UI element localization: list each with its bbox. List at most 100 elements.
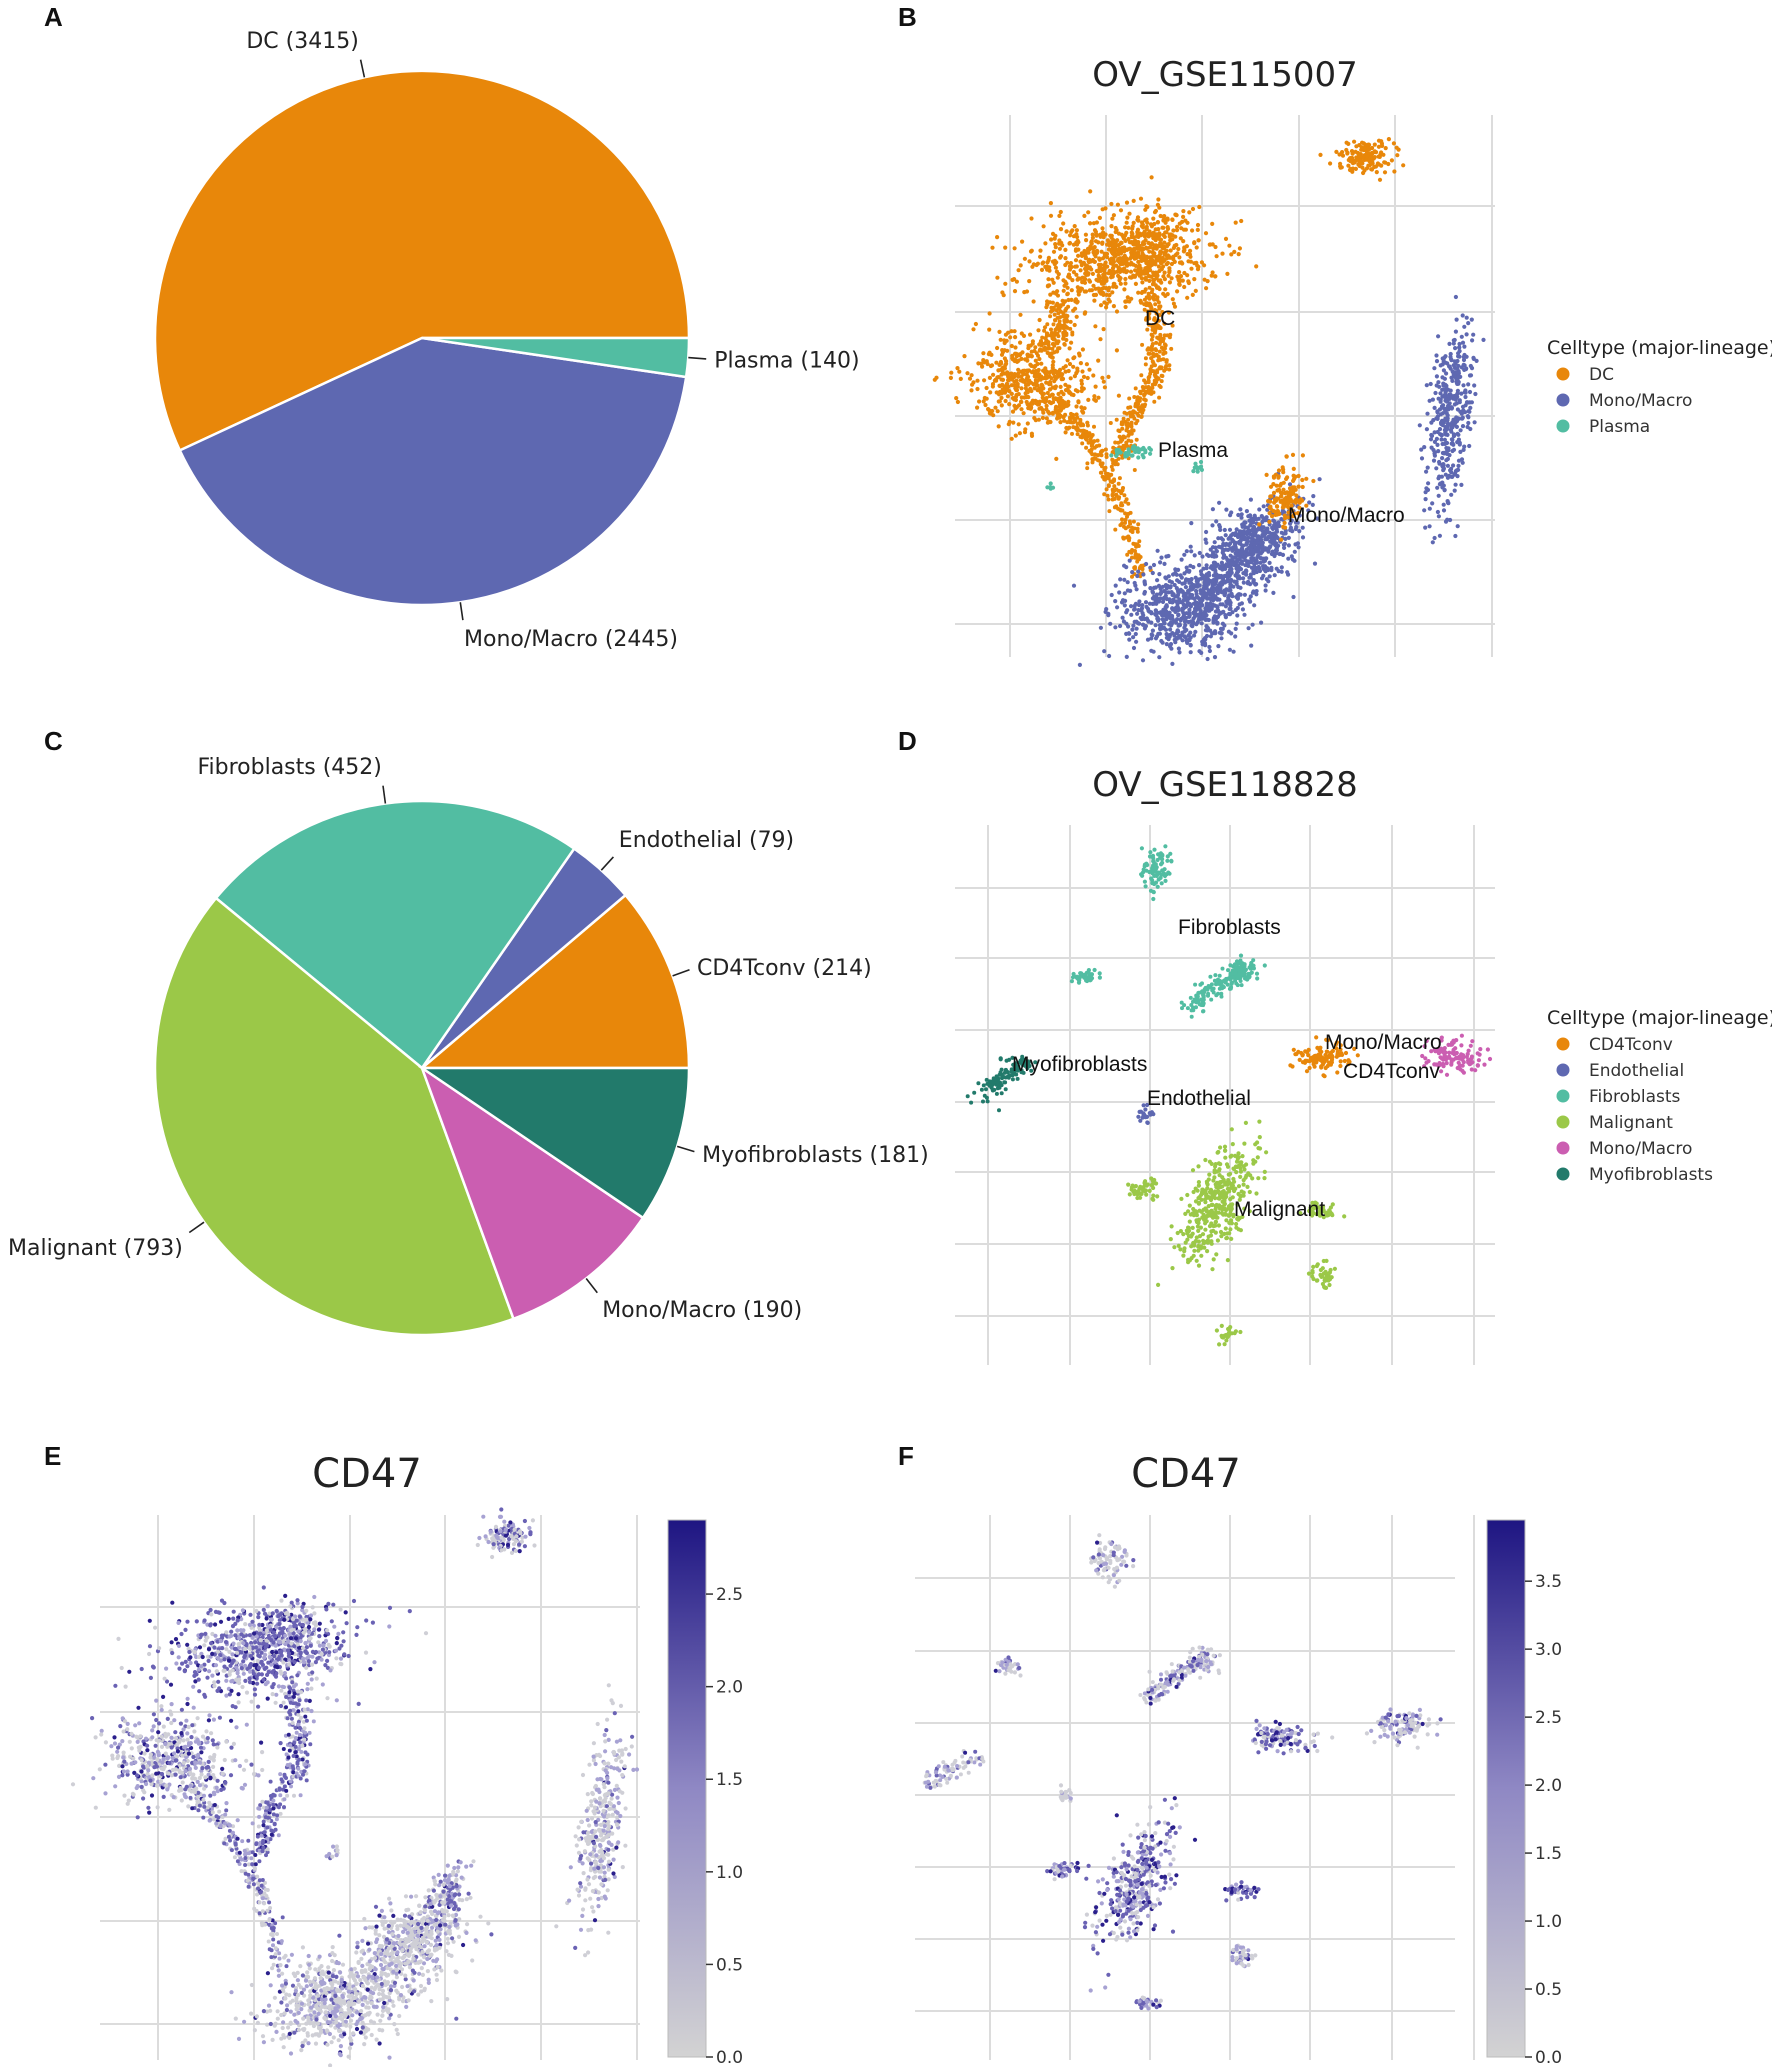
legend-b-marker-dc bbox=[1556, 367, 1570, 381]
umap-b-label-plasma: Plasma bbox=[1158, 439, 1228, 462]
pie-label-mono-macro: Mono/Macro (2445) bbox=[464, 627, 678, 652]
colorbar-e: 0.0 0.5 1.0 1.5 2.0 2.5 bbox=[667, 1519, 743, 2067]
umap-d-label-endothelial: Endothelial bbox=[1147, 1087, 1251, 1110]
pie-leader-malignant bbox=[188, 1221, 205, 1234]
pie-slice-mono-macro bbox=[419, 1064, 645, 1321]
umap-d: OV_GSE118828 Fibroblasts Myofibroblasts … bbox=[955, 765, 1772, 1365]
cluster-malignant-d bbox=[1214, 1323, 1243, 1347]
cluster-dc-upper-b bbox=[1088, 175, 1207, 304]
colorbar-f-ticklabel-7: 3.5 bbox=[1535, 1572, 1562, 1592]
pie-leader-endothelial bbox=[600, 856, 614, 871]
legend-d-text-fibroblasts: Fibroblasts bbox=[1589, 1087, 1681, 1107]
pie-leader-fibroblasts bbox=[382, 785, 387, 804]
umap-e-grid bbox=[100, 1515, 640, 2060]
f-cluster-malig-b bbox=[1223, 1880, 1261, 1903]
e-cluster-tip bbox=[418, 1859, 476, 1941]
cluster-fibro-top bbox=[1139, 844, 1174, 902]
legend-d-text-cd4tconv: CD4Tconv bbox=[1589, 1035, 1673, 1055]
panel-letter-d: D bbox=[898, 726, 917, 756]
umap-d-legend-title: Celltype (major-lineage) bbox=[1547, 1007, 1772, 1029]
pie-slice-fibroblasts bbox=[214, 799, 576, 1070]
pie-leader-myofibroblasts bbox=[676, 1145, 695, 1153]
cluster-malignant-c bbox=[1306, 1258, 1337, 1290]
legend-b-text-plasma: Plasma bbox=[1589, 417, 1650, 437]
cluster-dc-tip bbox=[1257, 452, 1316, 542]
umap-d-points bbox=[965, 844, 1493, 1347]
pie-label-cd4tconv: CD4Tconv (214) bbox=[697, 956, 872, 981]
e-cluster-upper bbox=[113, 1594, 429, 1723]
panel-letter-a: A bbox=[44, 2, 63, 32]
panel-letter-b: B bbox=[898, 2, 917, 32]
pie-leader-mono-macro bbox=[585, 1278, 598, 1294]
cluster-mono-right bbox=[1417, 294, 1486, 545]
colorbar-e-ticklabel-4: 2.0 bbox=[716, 1678, 743, 1698]
legend-d-text-endothelial: Endothelial bbox=[1589, 1061, 1684, 1081]
colorbar-f-ticklabel-3: 1.5 bbox=[1535, 1844, 1562, 1864]
panel-letter-c: C bbox=[44, 726, 63, 756]
umap-b-label-mono-macro: Mono/Macro bbox=[1288, 504, 1405, 527]
legend-d-marker-cd4tconv bbox=[1556, 1037, 1570, 1051]
cluster-cd4tconv bbox=[1288, 1035, 1360, 1079]
legend-d-marker-endothelial bbox=[1556, 1063, 1570, 1077]
pie-label-endothelial: Endothelial (79) bbox=[619, 828, 794, 853]
umap-b-label-dc: DC bbox=[1145, 307, 1175, 330]
f-cluster-myofibro bbox=[922, 1749, 986, 1790]
panel-letter-e: E bbox=[44, 1441, 61, 1471]
f-cluster-cd4 bbox=[1251, 1718, 1335, 1756]
trail-mono bbox=[1196, 523, 1284, 601]
f-cluster-top bbox=[1089, 1533, 1136, 1589]
e-cluster-left bbox=[70, 1684, 283, 1823]
pie-chart-c: CD4Tconv (214) Endothelial (79) Fibroblast… bbox=[8, 755, 929, 1337]
umap-b-legend-title: Celltype (major-lineage) bbox=[1547, 337, 1772, 359]
pie-label-plasma: Plasma (140) bbox=[714, 349, 859, 374]
umap-b-legend: Celltype (major-lineage) DC Mono/Macro Pla… bbox=[1547, 337, 1772, 437]
cluster-malignant-b bbox=[1298, 1200, 1347, 1220]
cluster-endothelial bbox=[1136, 1102, 1156, 1125]
f-cluster-malig-c bbox=[1230, 1943, 1258, 1969]
umap-f-title: CD47 bbox=[1131, 1451, 1241, 1497]
umap-b: OV_GSE115007 DC Plasma Mono/Macro Cellty… bbox=[932, 55, 1772, 668]
colorbar-f-ticklabel-6: 3.0 bbox=[1535, 1640, 1562, 1660]
legend-d-text-mono-macro: Mono/Macro bbox=[1589, 1139, 1692, 1159]
legend-b-marker-mono-macro bbox=[1556, 393, 1570, 407]
umap-b-points bbox=[932, 137, 1486, 668]
cluster-plasma-c bbox=[1045, 481, 1056, 491]
colorbar-e-ticklabel-0: 0.0 bbox=[716, 2048, 743, 2067]
colorbar-e-ticklabel-1: 0.5 bbox=[716, 1955, 743, 1975]
legend-b-marker-plasma bbox=[1556, 419, 1570, 433]
colorbar-f-bar bbox=[1486, 1519, 1526, 2058]
umap-d-legend: Celltype (major-lineage) CD4Tconv Endothe… bbox=[1547, 1007, 1772, 1185]
legend-d-marker-mono-macro bbox=[1556, 1141, 1570, 1155]
umap-d-label-malignant: Malignant bbox=[1234, 1198, 1325, 1221]
cluster-malignant-main bbox=[1156, 1119, 1269, 1287]
f-cluster-malig-d bbox=[1134, 1995, 1163, 2011]
umap-d-grid bbox=[955, 825, 1495, 1365]
cluster-plasma-a bbox=[1109, 444, 1153, 460]
e-cluster-top bbox=[475, 1507, 537, 1560]
f-cluster-mid-b bbox=[1186, 1645, 1222, 1676]
pie-label-fibroblasts: Fibroblasts (452) bbox=[197, 755, 381, 780]
cluster-fibro-mid-b bbox=[1230, 953, 1267, 982]
umap-d-title: OV_GSE118828 bbox=[1092, 765, 1358, 805]
umap-e-title: CD47 bbox=[312, 1451, 422, 1497]
umap-d-label-fibroblasts: Fibroblasts bbox=[1178, 916, 1281, 939]
cluster-myofibro-b bbox=[998, 1055, 1032, 1071]
umap-d-label-mono-macro: Mono/Macro bbox=[1325, 1031, 1442, 1054]
pie-label-myofibroblasts: Myofibroblasts (181) bbox=[702, 1143, 929, 1168]
e-trail-c bbox=[178, 1766, 291, 1969]
f-cluster-malig-a bbox=[1045, 1860, 1091, 1882]
legend-b-text-mono-macro: Mono/Macro bbox=[1589, 391, 1692, 411]
trail-dc-b bbox=[1108, 278, 1176, 472]
f-cluster-endo bbox=[1058, 1783, 1073, 1803]
umap-b-title: OV_GSE115007 bbox=[1092, 55, 1358, 95]
panel-letter-f: F bbox=[898, 1441, 914, 1471]
pie-label-malignant: Malignant (793) bbox=[8, 1236, 183, 1261]
pie-leader-mono-macro bbox=[459, 602, 464, 621]
cluster-dc-left bbox=[932, 312, 1148, 461]
e-cluster-plasma bbox=[324, 1844, 340, 1861]
legend-d-marker-myofibroblasts bbox=[1556, 1167, 1570, 1181]
umap-f-points bbox=[922, 1533, 1443, 2011]
colorbar-e-ticklabel-3: 1.5 bbox=[716, 1770, 743, 1790]
umap-d-label-myofibroblasts: Myofibroblasts bbox=[1012, 1053, 1147, 1076]
